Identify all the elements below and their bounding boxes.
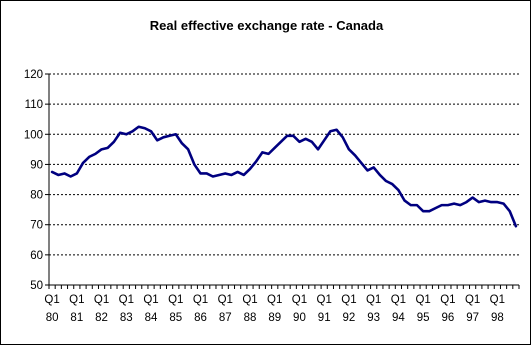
y-tick-label: 110 — [25, 99, 43, 111]
x-tick-label-quarter: Q1 — [490, 294, 505, 306]
y-tick-label: 90 — [30, 159, 43, 171]
x-tick-label-quarter: Q1 — [341, 294, 356, 306]
x-tick-label-year: 85 — [169, 312, 182, 324]
gridlines — [49, 74, 519, 255]
x-tick-label-year: 89 — [268, 312, 281, 324]
x-tick-label-quarter: Q1 — [317, 294, 332, 306]
series-layer — [52, 127, 516, 226]
chart-title: Real effective exchange rate - Canada — [150, 18, 384, 33]
y-tick-label: 100 — [24, 129, 43, 141]
x-tick-label-quarter: Q1 — [94, 294, 109, 306]
x-tick-label-quarter: Q1 — [415, 294, 430, 306]
y-tick-label: 60 — [30, 250, 43, 262]
axes — [45, 74, 519, 289]
x-tick-label-year: 87 — [219, 312, 232, 324]
x-tick-label-quarter: Q1 — [69, 294, 84, 306]
x-tick-label-quarter: Q1 — [218, 294, 233, 306]
x-tick-label-year: 90 — [293, 312, 306, 324]
x-tick-label-quarter: Q1 — [119, 294, 134, 306]
x-tick-label-quarter: Q1 — [267, 294, 282, 306]
x-tick-label-year: 82 — [95, 312, 108, 324]
x-tick-label-quarter: Q1 — [391, 294, 406, 306]
y-tick-label: 70 — [30, 220, 43, 232]
x-tick-label-year: 93 — [367, 312, 380, 324]
x-tick-label-year: 83 — [120, 312, 133, 324]
x-tick-label-quarter: Q1 — [193, 294, 208, 306]
y-tick-label: 120 — [24, 69, 43, 81]
x-tick-label-quarter: Q1 — [440, 294, 455, 306]
x-tick-label-year: 94 — [392, 312, 405, 324]
x-tick-label-year: 92 — [343, 312, 356, 324]
x-tick-label-year: 91 — [318, 312, 331, 324]
x-tick-label-year: 98 — [491, 312, 504, 324]
x-tick-label-year: 80 — [46, 312, 59, 324]
y-tick-label: 80 — [30, 190, 43, 202]
x-tick-label-quarter: Q1 — [143, 294, 158, 306]
x-tick-label-quarter: Q1 — [242, 294, 257, 306]
x-tick-label-quarter: Q1 — [292, 294, 307, 306]
series-line — [52, 127, 516, 226]
x-tick-label-year: 96 — [441, 312, 454, 324]
x-tick-label-quarter: Q1 — [366, 294, 381, 306]
x-tick-label-year: 86 — [194, 312, 207, 324]
x-tick-label-quarter: Q1 — [168, 294, 183, 306]
x-tick-label-year: 95 — [417, 312, 430, 324]
x-tick-label-year: 81 — [70, 312, 83, 324]
x-tick-label-year: 88 — [244, 312, 257, 324]
x-tick-label-year: 84 — [145, 312, 158, 324]
x-tick-label-quarter: Q1 — [44, 294, 59, 306]
x-tick-label-year: 97 — [466, 312, 479, 324]
y-tick-label: 50 — [30, 280, 43, 292]
x-tick-label-quarter: Q1 — [465, 294, 480, 306]
